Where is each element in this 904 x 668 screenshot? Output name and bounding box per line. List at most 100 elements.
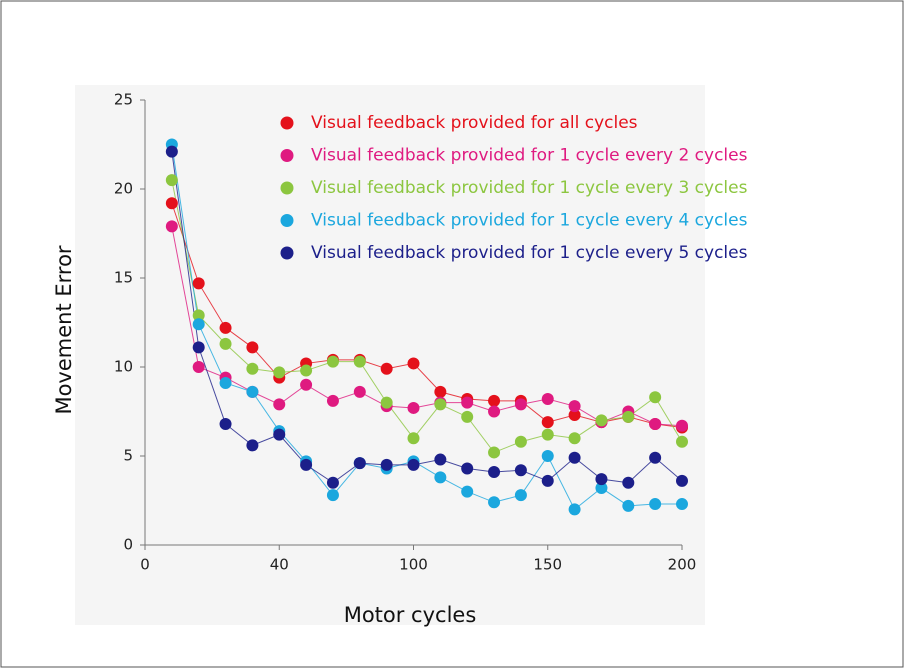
- data-point: [434, 471, 447, 484]
- data-point: [595, 414, 608, 427]
- data-point: [514, 464, 527, 477]
- x-tick-label: 100: [399, 556, 428, 574]
- data-point: [568, 503, 581, 516]
- data-point: [407, 432, 420, 445]
- data-point: [246, 362, 259, 375]
- data-point: [273, 366, 286, 379]
- data-point: [219, 377, 232, 390]
- data-point: [541, 428, 554, 441]
- data-point: [488, 405, 501, 418]
- data-point: [300, 378, 313, 391]
- legend-marker: [280, 246, 294, 260]
- y-axis-label: Movement Error: [52, 245, 76, 414]
- y-tick-label: 20: [114, 180, 133, 198]
- data-point: [514, 489, 527, 502]
- data-point: [219, 417, 232, 430]
- data-point: [488, 394, 501, 407]
- data-point: [434, 398, 447, 411]
- data-point: [488, 466, 501, 479]
- data-point: [407, 401, 420, 414]
- plot-background: [75, 85, 705, 625]
- data-point: [622, 499, 635, 512]
- legend-label: Visual feedback provided for 1 cycle eve…: [311, 243, 748, 263]
- data-point: [192, 309, 205, 322]
- data-point: [326, 394, 339, 407]
- data-point: [649, 451, 662, 464]
- x-tick-label: 200: [668, 556, 697, 574]
- x-axis-label: Motor cycles: [344, 603, 477, 627]
- data-point: [568, 432, 581, 445]
- data-point: [192, 361, 205, 373]
- data-point: [326, 355, 339, 368]
- legend-marker: [280, 214, 294, 227]
- data-point: [192, 341, 205, 354]
- data-point: [568, 451, 581, 464]
- data-point: [300, 458, 313, 471]
- data-point: [649, 498, 662, 511]
- data-point: [380, 396, 393, 409]
- data-point: [165, 197, 178, 210]
- data-point: [192, 318, 205, 331]
- y-tick-label: 0: [123, 536, 133, 554]
- data-point: [676, 419, 688, 432]
- legend-marker: [280, 149, 294, 162]
- data-point: [246, 341, 259, 354]
- y-tick-label: 10: [114, 358, 133, 376]
- legend-label: Visual feedback provided for all cycles: [311, 113, 638, 133]
- data-point: [273, 398, 286, 411]
- data-point: [622, 410, 635, 423]
- data-point: [622, 476, 635, 489]
- data-point: [461, 410, 474, 423]
- data-point: [326, 489, 339, 502]
- data-point: [676, 435, 688, 448]
- legend-marker: [280, 181, 294, 195]
- data-point: [219, 337, 232, 350]
- data-point: [407, 458, 420, 471]
- data-point: [434, 453, 447, 466]
- data-point: [514, 435, 527, 448]
- data-point: [595, 482, 608, 495]
- x-tick-label: 150: [533, 556, 562, 574]
- data-point: [380, 362, 393, 375]
- data-point: [353, 355, 366, 368]
- data-point: [165, 174, 178, 187]
- data-point: [434, 385, 447, 398]
- data-point: [488, 446, 501, 459]
- legend-label: Visual feedback provided for 1 cycle eve…: [311, 211, 748, 231]
- data-point: [165, 145, 178, 158]
- data-point: [353, 385, 366, 398]
- y-tick-label: 15: [114, 269, 133, 287]
- data-point: [649, 391, 662, 404]
- data-point: [461, 485, 474, 498]
- data-point: [246, 385, 259, 398]
- data-point: [514, 398, 527, 411]
- y-tick-label: 25: [114, 91, 133, 109]
- x-tick-label: 40: [270, 556, 289, 574]
- data-point: [407, 357, 420, 370]
- data-point: [595, 473, 608, 486]
- data-point: [541, 416, 554, 429]
- data-point: [568, 400, 581, 413]
- legend-label: Visual feedback provided for 1 cycle eve…: [311, 178, 748, 198]
- legend-label: Visual feedback provided for 1 cycle eve…: [311, 146, 748, 166]
- data-point: [461, 462, 474, 475]
- data-point: [541, 450, 554, 462]
- data-point: [541, 474, 554, 487]
- data-point: [649, 417, 662, 430]
- legend-marker: [280, 116, 294, 130]
- data-point: [488, 496, 501, 509]
- data-point: [300, 364, 313, 377]
- data-point: [676, 498, 688, 511]
- data-point: [165, 220, 178, 233]
- data-point: [219, 321, 232, 334]
- y-tick-label: 5: [123, 447, 133, 465]
- data-point: [192, 277, 205, 290]
- data-point: [676, 474, 688, 487]
- data-point: [273, 428, 286, 441]
- data-point: [461, 396, 474, 409]
- data-point: [326, 476, 339, 489]
- data-point: [541, 393, 554, 406]
- data-point: [353, 457, 366, 470]
